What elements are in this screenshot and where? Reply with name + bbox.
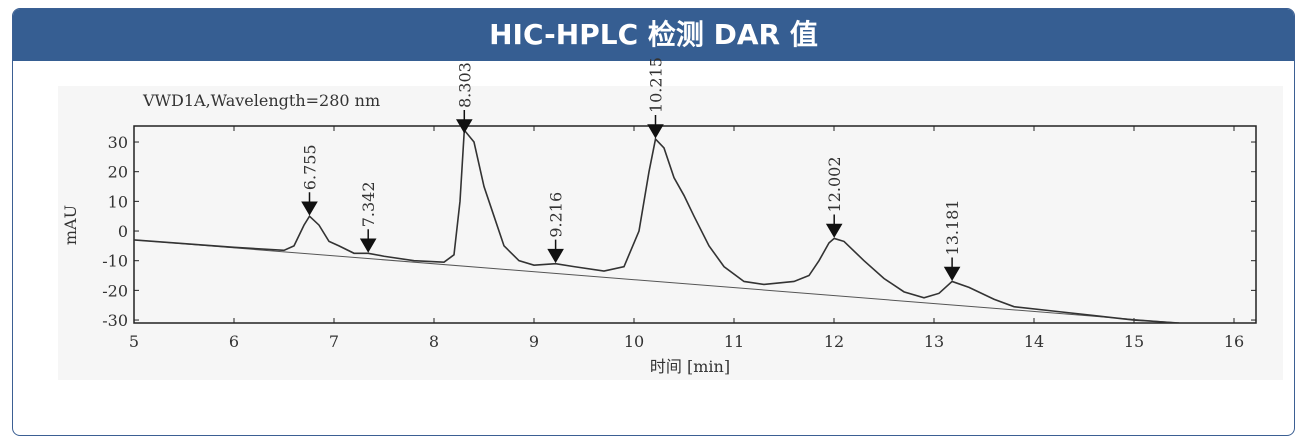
peak-label: 12.002 xyxy=(825,156,844,212)
x-tick-label: 7 xyxy=(329,332,339,351)
x-tick-label: 6 xyxy=(229,332,239,351)
x-axis-label: 时间 [min] xyxy=(650,357,730,376)
peak-marker xyxy=(359,229,377,253)
y-tick-label: -20 xyxy=(102,281,128,300)
peak-label: 7.342 xyxy=(359,181,378,227)
chart-title: VWD1A,Wavelength=280 nm xyxy=(142,91,380,110)
x-tick-label: 16 xyxy=(1224,332,1244,351)
panel: HIC-HPLC 检测 DAR 值 xyxy=(12,8,1295,436)
y-tick-label: 10 xyxy=(108,192,128,211)
peak-marker xyxy=(647,115,664,139)
x-tick-label: 15 xyxy=(1124,332,1144,351)
x-tick-label: 5 xyxy=(129,332,139,351)
peak-label: 8.303 xyxy=(455,62,474,108)
peak-label: 13.181 xyxy=(943,199,962,255)
peak-marker xyxy=(943,257,961,281)
y-tick-label: 30 xyxy=(108,133,128,152)
peak-marker xyxy=(455,110,473,134)
x-tick-label: 11 xyxy=(724,332,744,351)
x-tick-label: 8 xyxy=(429,332,439,351)
peak-marker xyxy=(301,192,318,216)
x-tick-label: 13 xyxy=(924,332,944,351)
peak-label: 6.755 xyxy=(301,144,320,190)
plot-background xyxy=(58,86,1283,380)
peak-label: 9.216 xyxy=(547,192,566,238)
signal-line xyxy=(134,128,1180,323)
y-tick-label: 0 xyxy=(118,222,128,241)
x-tick-label: 14 xyxy=(1024,332,1044,351)
y-axis-label: mAU xyxy=(61,205,80,245)
peak-marker xyxy=(825,214,843,238)
x-tick-label: 9 xyxy=(529,332,539,351)
x-tick-label: 12 xyxy=(824,332,844,351)
y-tick-label: -10 xyxy=(102,252,128,271)
y-tick-label: -30 xyxy=(102,311,128,330)
x-tick-label: 10 xyxy=(624,332,644,351)
header-title: HIC-HPLC 检测 DAR 值 xyxy=(13,9,1294,61)
baseline xyxy=(134,239,1180,323)
peak-label: 10.215 xyxy=(647,57,666,113)
peak-marker xyxy=(547,239,564,264)
y-tick-label: 20 xyxy=(108,163,128,182)
plot-frame xyxy=(133,125,1257,324)
